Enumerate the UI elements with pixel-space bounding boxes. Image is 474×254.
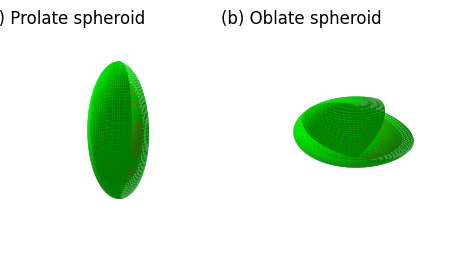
Text: (a) Prolate spheroid: (a) Prolate spheroid	[0, 10, 146, 28]
Text: (b) Oblate spheroid: (b) Oblate spheroid	[221, 10, 381, 28]
